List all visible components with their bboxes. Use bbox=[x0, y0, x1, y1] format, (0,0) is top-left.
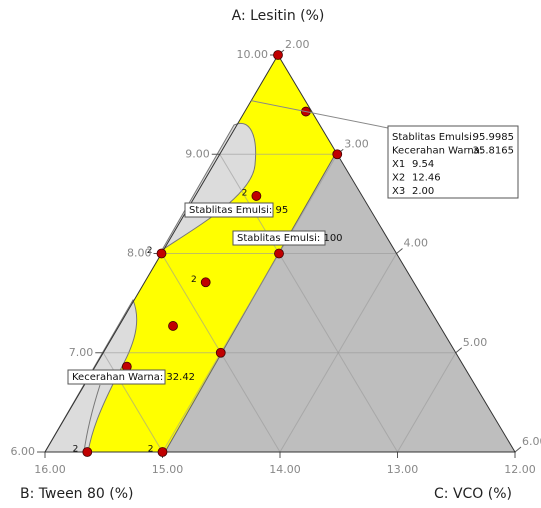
annotation: Stablitas Emulsi: 95 bbox=[189, 205, 288, 216]
b-tick-label: 14.00 bbox=[269, 463, 301, 476]
design-point bbox=[215, 347, 226, 358]
annotation-box bbox=[232, 230, 326, 246]
flag-value: 2.00 bbox=[412, 186, 434, 197]
replicate-label: 2 bbox=[148, 445, 154, 455]
flag-label: X1 bbox=[392, 159, 405, 170]
flag-value: 9.54 bbox=[412, 159, 434, 170]
c-tick-label: 4.00 bbox=[404, 237, 429, 250]
c-tick-label: 5.00 bbox=[463, 336, 488, 349]
grid-line bbox=[102, 352, 163, 453]
replicate-label: 2 bbox=[191, 275, 197, 285]
annotation: Stablitas Emulsi: 100 bbox=[237, 233, 343, 244]
a-tick-label: 9.00 bbox=[185, 147, 210, 160]
design-point bbox=[157, 447, 168, 457]
annotation: Kecerahan Warna: 32.42 bbox=[72, 372, 195, 383]
a-tick-label: 7.00 bbox=[69, 346, 94, 359]
flag-value: 95.9985 bbox=[473, 132, 514, 143]
design-point bbox=[274, 248, 284, 259]
design-point bbox=[273, 50, 283, 60]
tick-mark bbox=[514, 446, 522, 453]
tick-mark bbox=[396, 248, 403, 254]
infeasible-region bbox=[165, 153, 515, 452]
flag-label: X2 bbox=[392, 173, 405, 184]
a-axis-title: A: Lesitin (%) bbox=[232, 8, 325, 24]
design-point bbox=[200, 277, 211, 288]
contour-line bbox=[83, 384, 101, 453]
annotation-box bbox=[67, 369, 166, 385]
c-axis-title: C: VCO (%) bbox=[434, 486, 512, 502]
tick-mark bbox=[455, 347, 463, 354]
c-tick-label: 6.00 bbox=[522, 435, 541, 448]
flag-value: 35.8165 bbox=[473, 146, 514, 157]
grid-line bbox=[279, 253, 397, 453]
b-tick-label: 12.00 bbox=[504, 463, 536, 476]
c-tick-label: 2.00 bbox=[285, 38, 310, 51]
flag-label: Stablitas Emulsi: bbox=[392, 132, 475, 143]
a-tick-label: 10.00 bbox=[237, 48, 269, 61]
design-point bbox=[82, 447, 93, 457]
shaded-region bbox=[161, 123, 257, 251]
b-axis-title: B: Tween 80 (%) bbox=[20, 486, 134, 502]
annotation-box bbox=[184, 202, 274, 218]
design-point bbox=[251, 191, 262, 201]
replicate-label: 2 bbox=[242, 188, 248, 198]
b-tick-label: 13.00 bbox=[387, 463, 419, 476]
flag-leader bbox=[251, 100, 389, 129]
grid-line bbox=[162, 153, 338, 453]
b-tick-label: 15.00 bbox=[152, 463, 184, 476]
flag-label: Kecerahan Warna: bbox=[392, 146, 483, 157]
grid-line bbox=[397, 352, 457, 453]
a-tick-label: 6.00 bbox=[11, 445, 36, 458]
a-tick-label: 8.00 bbox=[127, 247, 152, 260]
design-point bbox=[332, 149, 343, 160]
design-point bbox=[156, 248, 167, 259]
flag-label: X3 bbox=[392, 186, 405, 197]
replicate-label: 2 bbox=[73, 445, 79, 455]
flag: Stablitas Emulsi:95.9985 Kecerahan Warna:… bbox=[251, 100, 519, 199]
marks: 2 2 2 2 2 bbox=[73, 50, 343, 457]
replicate-label: 2 bbox=[147, 246, 153, 256]
c-tick-label: 3.00 bbox=[344, 137, 369, 150]
flag-box bbox=[387, 125, 519, 199]
b-tick-label: 16.00 bbox=[34, 463, 66, 476]
flag-value: 12.46 bbox=[412, 173, 441, 184]
design-point bbox=[168, 321, 178, 331]
